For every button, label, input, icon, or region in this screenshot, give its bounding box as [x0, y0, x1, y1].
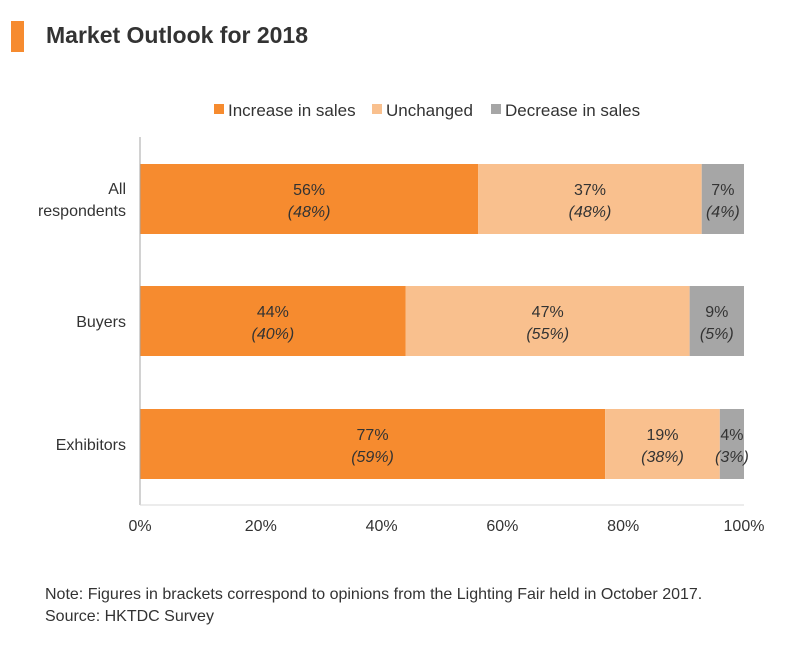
data-label: 37% [574, 182, 606, 199]
bracket-label: (4%) [706, 204, 740, 221]
legend-label-2: Unchanged [386, 101, 473, 120]
category-label: All [108, 181, 126, 198]
data-label: 47% [532, 304, 564, 321]
bar-segment [605, 409, 720, 479]
data-label: 19% [646, 427, 678, 444]
x-tick-label: 100% [724, 518, 765, 535]
bracket-label: (38%) [641, 449, 684, 466]
bracket-label: (55%) [526, 326, 569, 343]
x-tick-label: 20% [245, 518, 277, 535]
bar-segment [140, 164, 479, 234]
bar-segment [689, 286, 744, 356]
note-text: Note: Figures in brackets correspond to … [45, 586, 703, 603]
category-label: Buyers [76, 314, 126, 331]
bar-segment [478, 164, 702, 234]
data-label: 7% [711, 182, 734, 199]
category-label: Exhibitors [56, 437, 126, 454]
legend-label-3: Decrease in sales [505, 101, 640, 120]
bracket-label: (59%) [351, 449, 394, 466]
bar-segment [405, 286, 690, 356]
x-tick-label: 80% [607, 518, 639, 535]
bar-segment [719, 409, 744, 479]
chart-title: Market Outlook for 2018 [46, 22, 309, 48]
data-label: 77% [357, 427, 389, 444]
source-text: Source: HKTDC Survey [45, 608, 214, 625]
bracket-label: (48%) [288, 204, 331, 221]
data-label: 4% [720, 427, 743, 444]
category-label: respondents [38, 203, 126, 220]
data-label: 56% [293, 182, 325, 199]
x-tick-label: 40% [366, 518, 398, 535]
bar-segment [701, 164, 744, 234]
x-tick-label: 60% [486, 518, 518, 535]
bracket-label: (3%) [715, 449, 749, 466]
legend-swatch-1 [214, 104, 224, 114]
chart-notes: Note: Figures in brackets correspond to … [45, 584, 702, 628]
bracket-label: (48%) [569, 204, 612, 221]
data-label: 9% [705, 304, 728, 321]
legend-swatch-3 [491, 104, 501, 114]
bracket-label: (5%) [700, 326, 734, 343]
legend-label-1: Increase in sales [228, 101, 356, 120]
legend-swatch-2 [372, 104, 382, 114]
title-marker [11, 21, 24, 52]
x-tick-label: 0% [128, 518, 151, 535]
stacked-bar-chart: Increase in sales Unchanged Decrease in sa… [38, 101, 765, 535]
bar-segment [140, 286, 406, 356]
bar-segment [140, 409, 606, 479]
bracket-label: (40%) [252, 326, 295, 343]
data-label: 44% [257, 304, 289, 321]
